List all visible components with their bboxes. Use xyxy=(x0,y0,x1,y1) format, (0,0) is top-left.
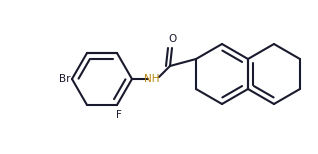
Text: NH: NH xyxy=(144,74,160,84)
Text: Br: Br xyxy=(59,74,70,84)
Text: O: O xyxy=(168,34,176,44)
Text: F: F xyxy=(116,110,122,120)
